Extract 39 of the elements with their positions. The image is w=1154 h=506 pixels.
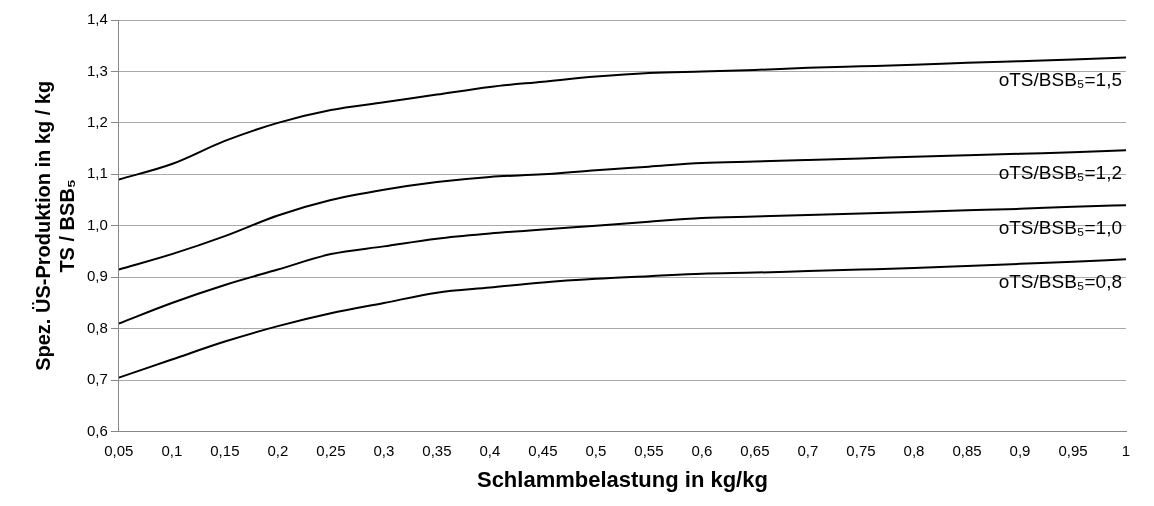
x-tick-label: 0,5 <box>585 441 607 459</box>
series-label: oTS/BSB₅=1,0 <box>998 216 1122 238</box>
x-axis-title: Schlammbelastung in kg/kg <box>476 466 768 492</box>
x-tick-label: 0,25 <box>316 441 346 459</box>
y-tick-label: 1,3 <box>86 61 108 79</box>
x-tick-label: 0,75 <box>846 441 876 459</box>
series-label: oTS/BSB₅=1,2 <box>998 161 1122 183</box>
x-tick-label: 1 <box>1121 441 1131 459</box>
x-tick-label: 0,85 <box>952 441 982 459</box>
series-label: oTS/BSB₅=1,5 <box>998 69 1122 91</box>
x-tick-label: 0,15 <box>210 441 240 459</box>
line-series <box>118 149 1126 271</box>
x-tick-label: 0,6 <box>691 441 713 459</box>
x-tick-label: 0,7 <box>797 441 819 459</box>
y-tick-label: 1,1 <box>86 164 108 182</box>
y-tick-label: 1,4 <box>86 10 108 28</box>
x-tick-label: 0,65 <box>740 441 770 459</box>
y-tick-label: 0,6 <box>86 421 108 439</box>
y-tick-label: 1,0 <box>86 215 108 233</box>
y-tick-label: 0,9 <box>86 267 108 285</box>
x-tick-label: 0,9 <box>1009 441 1031 459</box>
y-axis-title: Spez. ÜS-Produktion in kg / kg TS / BSB₅ <box>31 80 78 371</box>
y-tick-label: 1,2 <box>86 113 108 131</box>
x-tick-label: 0,45 <box>528 441 558 459</box>
x-tick-label: 0,55 <box>634 441 664 459</box>
x-tick-label: 0,35 <box>422 441 452 459</box>
line-series <box>118 258 1126 379</box>
series-label: oTS/BSB₅=0,8 <box>998 270 1122 292</box>
y-tick-label: 0,8 <box>86 318 108 336</box>
x-tick-label: 0,05 <box>104 441 134 459</box>
line-series <box>118 56 1126 181</box>
y-tick-label: 0,7 <box>86 370 108 388</box>
line-series <box>118 204 1126 325</box>
x-tick-label: 0,1 <box>161 441 183 459</box>
x-tick-label: 0,4 <box>479 441 501 459</box>
x-tick-label: 0,2 <box>267 441 289 459</box>
x-tick-label: 0,95 <box>1058 441 1088 459</box>
x-tick-label: 0,3 <box>373 441 395 459</box>
x-tick-label: 0,8 <box>903 441 925 459</box>
